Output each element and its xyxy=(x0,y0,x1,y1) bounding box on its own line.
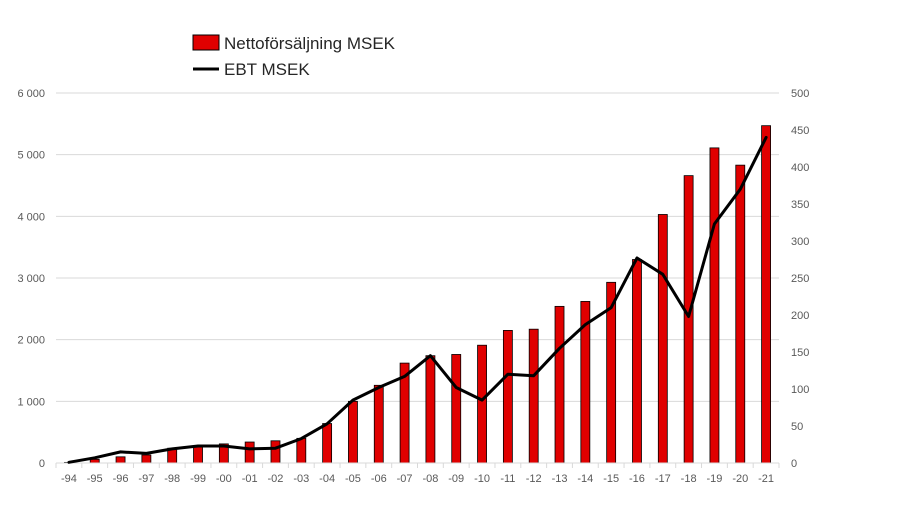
legend-line-label: EBT MSEK xyxy=(224,60,310,79)
x-tick-label: -04 xyxy=(319,473,335,485)
y-right-tick-label: 450 xyxy=(791,125,809,137)
x-axis-ticks xyxy=(55,463,780,468)
gridlines xyxy=(56,92,779,402)
ebt-line xyxy=(67,135,768,464)
y-left-tick-label: 2 000 xyxy=(17,335,45,347)
y-right-tick-label: 400 xyxy=(791,162,809,174)
x-tick-label: -02 xyxy=(268,473,284,485)
x-tick-label: -16 xyxy=(629,473,645,485)
bar xyxy=(735,164,746,464)
y-right-tick-label: 100 xyxy=(791,384,809,396)
y-right-tick-label: 500 xyxy=(791,88,809,100)
bar xyxy=(425,355,436,464)
bar xyxy=(244,441,255,464)
x-tick-label: -14 xyxy=(577,473,593,485)
x-tick-label: -01 xyxy=(242,473,258,485)
y-right-tick-label: 0 xyxy=(791,458,797,470)
bar xyxy=(477,344,487,464)
y-right-tick-label: 250 xyxy=(791,273,809,285)
bar xyxy=(373,384,384,464)
y-left-tick-label: 1 000 xyxy=(17,396,45,408)
x-tick-label: -19 xyxy=(706,473,722,485)
bar xyxy=(683,175,694,464)
bar xyxy=(141,454,152,464)
bar xyxy=(451,354,462,464)
x-tick-label: -06 xyxy=(371,473,387,485)
y-left-tick-label: 3 000 xyxy=(17,273,45,285)
y-axis-left: 0 1 000 2 000 3 000 4 000 5 000 6 000 xyxy=(17,88,45,470)
bar xyxy=(709,147,720,464)
legend-bar-label: Nettoförsäljning MSEK xyxy=(224,34,396,53)
bar xyxy=(348,400,358,464)
y-axis-right: 0 50 100 150 200 250 300 350 400 450 500 xyxy=(791,88,809,470)
x-tick-label: -94 xyxy=(61,473,77,485)
bar xyxy=(657,214,668,464)
bar xyxy=(761,125,771,464)
x-tick-label: -03 xyxy=(293,473,309,485)
x-tick-label: -07 xyxy=(397,473,413,485)
x-tick-label: -21 xyxy=(758,473,774,485)
y-right-tick-label: 50 xyxy=(791,421,803,433)
x-tick-label: -09 xyxy=(448,473,464,485)
y-left-tick-label: 0 xyxy=(39,458,45,470)
x-tick-label: -13 xyxy=(552,473,568,485)
y-right-tick-label: 300 xyxy=(791,236,809,248)
bar xyxy=(528,328,539,464)
bar xyxy=(322,423,333,464)
x-tick-label: -11 xyxy=(500,473,515,485)
line-series xyxy=(67,135,768,464)
x-axis-labels: -94 -95 -96 -97 -98 -99 -00 -01 -02 -03 -04 -05 -06-… xyxy=(61,473,774,485)
x-tick-label: -17 xyxy=(655,473,671,485)
y-left-tick-label: 6 000 xyxy=(17,88,45,100)
x-tick-label: -00 xyxy=(216,473,232,485)
y-left-tick-label: 4 000 xyxy=(17,211,45,223)
y-right-tick-label: 200 xyxy=(791,310,809,322)
x-tick-label: -15 xyxy=(603,473,619,485)
bar xyxy=(296,437,307,464)
x-tick-label: -05 xyxy=(345,473,361,485)
x-tick-label: -99 xyxy=(190,473,206,485)
x-tick-label: -97 xyxy=(138,473,154,485)
x-tick-label: -12 xyxy=(526,473,542,485)
x-tick-label: -08 xyxy=(422,473,438,485)
y-left-tick-label: 5 000 xyxy=(17,150,45,162)
x-tick-label: -20 xyxy=(732,473,748,485)
bar xyxy=(193,445,203,464)
bar xyxy=(632,259,642,464)
bar xyxy=(115,456,126,464)
bar xyxy=(502,330,513,464)
legend: Nettoförsäljning MSEK EBT MSEK xyxy=(192,34,396,79)
bar-series xyxy=(64,125,771,464)
x-tick-label: -96 xyxy=(113,473,129,485)
legend-bar-swatch xyxy=(192,34,220,51)
x-tick-label: -95 xyxy=(87,473,103,485)
y-right-tick-label: 350 xyxy=(791,199,809,211)
x-tick-label: -98 xyxy=(164,473,180,485)
y-right-tick-label: 150 xyxy=(791,347,809,359)
bar xyxy=(554,305,565,464)
x-tick-label: -18 xyxy=(681,473,697,485)
bar xyxy=(270,440,281,464)
x-tick-label: -10 xyxy=(474,473,490,485)
